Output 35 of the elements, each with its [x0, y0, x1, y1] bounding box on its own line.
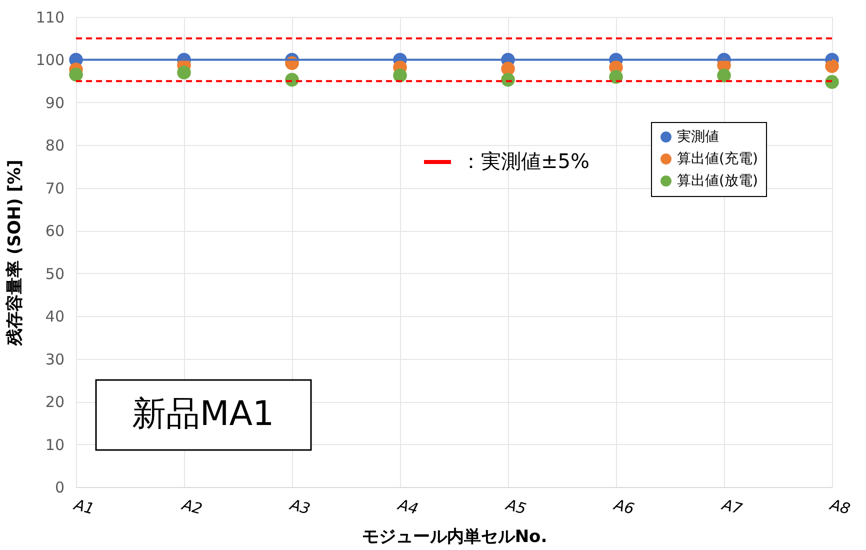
legend-label: 算出値(放電)	[677, 173, 758, 189]
y-tick-label: 80	[45, 136, 64, 155]
x-tick-label: A2	[179, 495, 204, 518]
y-tick-label: 70	[45, 179, 64, 198]
y-tick-label: 110	[36, 8, 64, 26]
y-axis-title: 残存容量率 (SOH) [%]	[4, 160, 25, 346]
point	[393, 68, 407, 82]
y-tick-label: 20	[45, 393, 64, 412]
point	[501, 62, 515, 76]
annotation: ：実測値±5%	[461, 149, 590, 173]
x-tick-label: A1	[71, 495, 96, 518]
x-tick-label: A4	[395, 495, 420, 518]
point	[501, 72, 515, 87]
point	[177, 66, 191, 80]
annotation: 新品MA1	[132, 394, 274, 434]
x-tick-label: A6	[611, 495, 636, 518]
point	[825, 75, 839, 89]
point	[717, 68, 731, 82]
x-axis-title: モジュール内単セルNo.	[362, 527, 548, 548]
y-tick-label: 100	[36, 51, 64, 70]
point	[69, 68, 83, 82]
y-tick-label: 0	[54, 478, 64, 496]
y-tick-label: 60	[45, 222, 64, 240]
y-tick-label: 40	[45, 308, 64, 326]
legend-label: 算出値(充電)	[677, 151, 758, 167]
x-tick-label: A8	[827, 495, 852, 518]
y-tick-label: 90	[45, 94, 64, 112]
x-tick-label: A7	[719, 495, 745, 518]
legend-label: 実測値	[677, 129, 719, 145]
y-tick-label: 10	[45, 436, 64, 454]
point	[825, 59, 839, 74]
y-tick-label: 30	[45, 350, 64, 368]
x-tick-label: A5	[503, 495, 528, 518]
y-tick-label: 50	[45, 264, 64, 283]
x-tick-label: A3	[287, 495, 312, 518]
